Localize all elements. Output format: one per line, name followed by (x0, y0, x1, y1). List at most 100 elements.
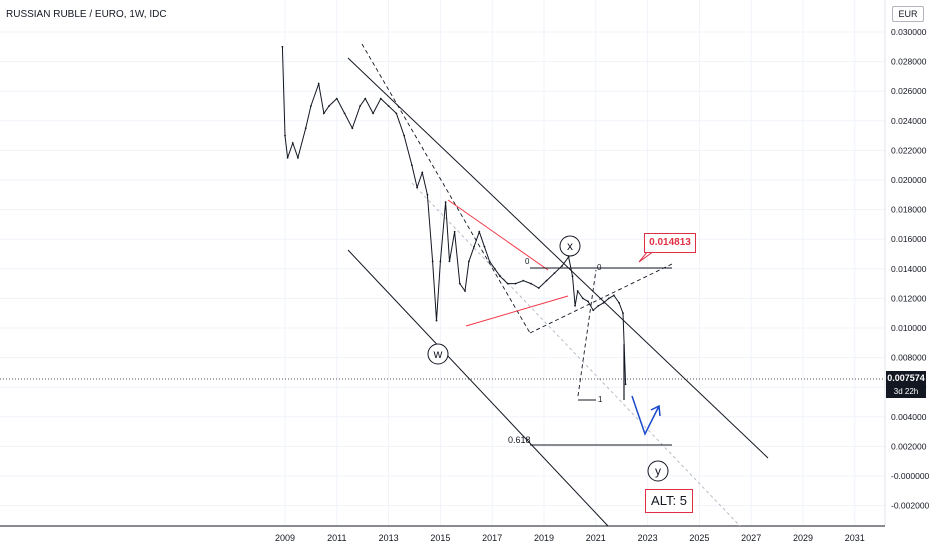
price-point (587, 300, 589, 303)
x-tick-label: 2031 (845, 533, 865, 543)
triangle-upper-line (447, 199, 549, 271)
price-point (431, 260, 434, 263)
wave-w-label-circle (427, 343, 449, 365)
price-point (458, 282, 461, 285)
price-point (335, 97, 338, 100)
price-point (310, 105, 312, 107)
dashed-projection-upper (529, 263, 673, 334)
price-point (426, 193, 429, 196)
callout-pointer (638, 250, 655, 263)
price-point (522, 279, 525, 282)
wave-x-label: x (567, 239, 573, 253)
x-tick-label: 2011 (327, 533, 346, 543)
price-point (467, 260, 470, 263)
price-point (581, 297, 584, 300)
y-tick-label: 0.016000 (891, 234, 927, 244)
price-point (537, 287, 540, 289)
chart-title: RUSSIAN RUBLE / EURO, 1W, IDC (6, 9, 167, 20)
price-point (493, 267, 496, 270)
price-point (379, 97, 382, 100)
price-point (530, 282, 532, 285)
alt-count-label: ALT: 5 (645, 489, 693, 513)
price-point (597, 304, 600, 307)
x-tick-label: 2019 (534, 533, 554, 543)
grid-lines (0, 0, 885, 526)
current-price-tag: 0.007574 (886, 371, 926, 386)
price-point (506, 282, 509, 285)
y-tick-label: -0.002000 (891, 501, 930, 511)
price-point (439, 260, 442, 263)
price-point (322, 112, 325, 115)
price-point (421, 171, 424, 174)
y-tick-label: 0.008000 (891, 353, 927, 363)
price-point (395, 112, 398, 115)
dashed-trend-line (361, 43, 531, 334)
price-point (304, 127, 307, 130)
y-tick-label: 0.010000 (891, 323, 927, 333)
price-point (317, 82, 320, 85)
price-point (284, 134, 286, 137)
price-point (499, 275, 501, 278)
x-tick-label: 2009 (275, 533, 295, 543)
y-tick-label: 0.030000 (891, 27, 927, 37)
price-series-line (281, 46, 627, 385)
price-point (576, 290, 579, 292)
x-tick-label: 2027 (741, 533, 761, 543)
upper-channel-line (347, 57, 769, 459)
projection-arrow-path (631, 395, 660, 436)
price-point (416, 186, 418, 189)
price-point (297, 156, 299, 159)
wave-y-label-circle (647, 460, 669, 482)
fib-0618-label: 0.618 (508, 435, 531, 445)
price-points (281, 45, 627, 386)
price-point (464, 290, 466, 292)
price-point (444, 201, 447, 204)
price-point (553, 272, 556, 275)
y-tick-label: 0.018000 (891, 205, 927, 215)
price-point (624, 383, 627, 386)
fib-1-label: 1 (598, 395, 603, 404)
price-point (602, 301, 605, 304)
x-tick-label: 2017 (482, 533, 502, 543)
price-point (545, 279, 548, 282)
price-point (372, 112, 374, 115)
fib-0-right-label: 0 (597, 263, 602, 272)
axis-tick-labels: 2009 2011 2013 2015 2017 2019 2021 2023 2025 2027… (275, 27, 930, 543)
fib-0-label: 0 (525, 257, 530, 266)
price-point (613, 294, 615, 297)
price-point (574, 304, 576, 307)
price-callout-label: 0.014813 (644, 233, 696, 253)
wave-w-label: w (433, 347, 443, 361)
y-tick-label: -0.000000 (891, 471, 930, 481)
price-point (567, 256, 570, 258)
wave-labels: w x y (427, 235, 669, 482)
y-tick-label: 0.022000 (891, 145, 927, 155)
currency-unit-button[interactable]: EUR (892, 6, 924, 22)
x-tick-label: 2025 (689, 533, 709, 543)
y-tick-label: 0.026000 (891, 86, 927, 96)
projection-arrow-head (650, 404, 661, 417)
y-tick-label: 0.002000 (891, 441, 927, 451)
triangle-lower-line (465, 295, 569, 327)
x-tick-label: 2023 (638, 533, 658, 543)
price-point (411, 164, 413, 167)
price-point (448, 260, 451, 263)
price-point (592, 309, 595, 312)
price-point (387, 105, 390, 107)
y-tick-label: 0.012000 (891, 293, 927, 303)
y-tick-label: 0.024000 (891, 116, 927, 126)
price-point (483, 245, 486, 248)
y-tick-label: 0.004000 (891, 412, 927, 422)
price-point (291, 142, 294, 144)
price-point (343, 112, 346, 115)
price-point (328, 105, 330, 107)
price-point (478, 230, 481, 233)
price-point (281, 45, 284, 48)
lower-channel-line (347, 249, 609, 527)
price-point (473, 245, 475, 248)
countdown-tag: 3d 22h (886, 386, 926, 398)
x-tick-label: 2015 (430, 533, 450, 543)
price-point (618, 301, 621, 304)
price-point (607, 297, 610, 300)
